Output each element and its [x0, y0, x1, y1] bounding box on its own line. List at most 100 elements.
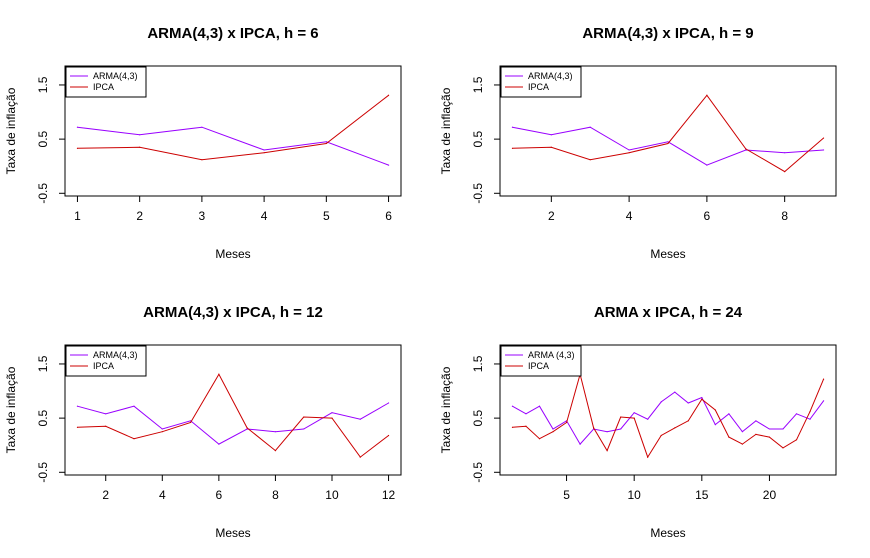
chart-title: ARMA(4,3) x IPCA, h = 6 [147, 25, 318, 42]
series-1-point [589, 126, 591, 128]
series-1-point [201, 126, 203, 128]
series-2-point [565, 421, 568, 424]
series-1-point [784, 152, 786, 154]
series-2-point [552, 431, 554, 433]
x-tick-label: 8 [781, 209, 788, 223]
series-2-point [822, 378, 825, 380]
y-tick-label: 1.5 [36, 76, 50, 93]
x-tick-label: 6 [216, 488, 223, 502]
y-tick-label: -0.5 [471, 183, 485, 204]
legend-box [500, 66, 582, 98]
chart-title: ARMA x IPCA, h = 24 [594, 304, 743, 321]
x-tick-label: 8 [272, 488, 279, 502]
x-tick-label: 1 [74, 209, 81, 223]
series-2-point [331, 417, 333, 419]
legend-box [65, 66, 147, 98]
x-tick-label: 10 [628, 488, 642, 502]
series-2-point [303, 416, 305, 418]
x-tick-label: 15 [695, 488, 709, 502]
series-2-point [76, 147, 79, 149]
x-tick-label: 6 [385, 209, 392, 223]
legend-label-1: ARMA(4,3) [528, 71, 573, 81]
x-tick-label: 5 [323, 209, 330, 223]
x-tick-label: 4 [159, 488, 166, 502]
series-2-point [525, 425, 527, 427]
series-2-point [105, 425, 107, 427]
series-1-point [325, 141, 327, 143]
series-1-point [745, 149, 747, 151]
series-line-1 [512, 126, 824, 166]
x-tick-label: 2 [548, 209, 555, 223]
y-tick-label: -0.5 [36, 462, 50, 483]
chart-panel-4: ARMA x IPCA, h = 24 5 10 15 20 -0.5 0.5 1.5 Mese… [439, 304, 837, 540]
series-2-point [511, 426, 514, 428]
series-2-point [593, 427, 595, 429]
y-axis-label: Taxa de inflação [439, 366, 453, 453]
series-2-point [628, 152, 630, 154]
series-1-point [387, 164, 390, 166]
legend-label-2: IPCA [528, 361, 549, 371]
series-1-point [76, 405, 79, 407]
series-2-point [782, 447, 784, 449]
series-1-point [387, 402, 390, 404]
series-2-point [161, 431, 163, 433]
series-2-point [755, 433, 757, 435]
series-line-2 [512, 372, 825, 459]
series-2-point [701, 398, 703, 400]
series-2-point [745, 148, 747, 150]
x-axis-label: Meses [215, 526, 250, 540]
plot-frame [64, 65, 402, 197]
plot-frame [499, 65, 837, 197]
legend-box [500, 345, 582, 377]
y-tick-label: 1.5 [471, 76, 485, 93]
series-1-point [525, 413, 527, 415]
series-line-1 [77, 126, 389, 166]
x-tick-label: 3 [199, 209, 206, 223]
series-2-point [606, 450, 608, 452]
series-1-point [511, 126, 514, 128]
series-2-point [589, 159, 591, 161]
series-2-point [76, 426, 79, 428]
series-1-point [706, 164, 708, 166]
series-1-point [263, 149, 265, 151]
series-2-point [660, 434, 662, 437]
series-1-point [552, 428, 554, 430]
series-2-point [620, 416, 622, 418]
series-1-point [755, 420, 757, 422]
x-tick-label: 2 [102, 488, 109, 502]
legend-label-1: ARMA(4,3) [93, 350, 138, 360]
series-line-2 [77, 94, 389, 161]
series-2-point [511, 147, 514, 149]
series-2-point [647, 456, 649, 458]
series-1-point [511, 405, 514, 407]
series-1-point [303, 428, 305, 430]
plot-frame [64, 344, 402, 476]
legend-label-2: IPCA [93, 361, 114, 371]
series-1-point [822, 400, 825, 402]
y-tick-label: 0.5 [471, 409, 485, 426]
series-2-point [139, 146, 141, 148]
series-2-point [246, 427, 248, 429]
series-2-point [133, 438, 135, 440]
series-2-point [714, 409, 716, 411]
series-2-point [201, 159, 203, 161]
series-1-point [768, 428, 771, 430]
series-1-point [714, 424, 716, 426]
y-tick-label: 1.5 [36, 355, 50, 372]
x-tick-label: 12 [382, 488, 396, 502]
series-1-point [667, 141, 669, 143]
y-axis-label: Taxa de inflação [439, 87, 453, 174]
series-2-point [822, 137, 825, 139]
legend-label-1: ARMA(4,3) [93, 71, 138, 81]
series-1-point [822, 149, 825, 151]
chart-panel-2: ARMA(4,3) x IPCA, h = 9 2 4 6 8 -0.5 0.5 1.5 Mes… [439, 25, 837, 261]
x-axis-label: Meses [650, 526, 685, 540]
y-axis-label: Taxa de inflação [4, 366, 18, 453]
series-2-point [674, 427, 676, 429]
series-1-point [76, 126, 79, 128]
legend-label-1: ARMA (4,3) [528, 350, 575, 360]
chart-title: ARMA(4,3) x IPCA, h = 9 [582, 25, 753, 42]
series-2-point [550, 146, 552, 148]
series-1-point [633, 412, 635, 414]
series-2-point [263, 152, 265, 154]
